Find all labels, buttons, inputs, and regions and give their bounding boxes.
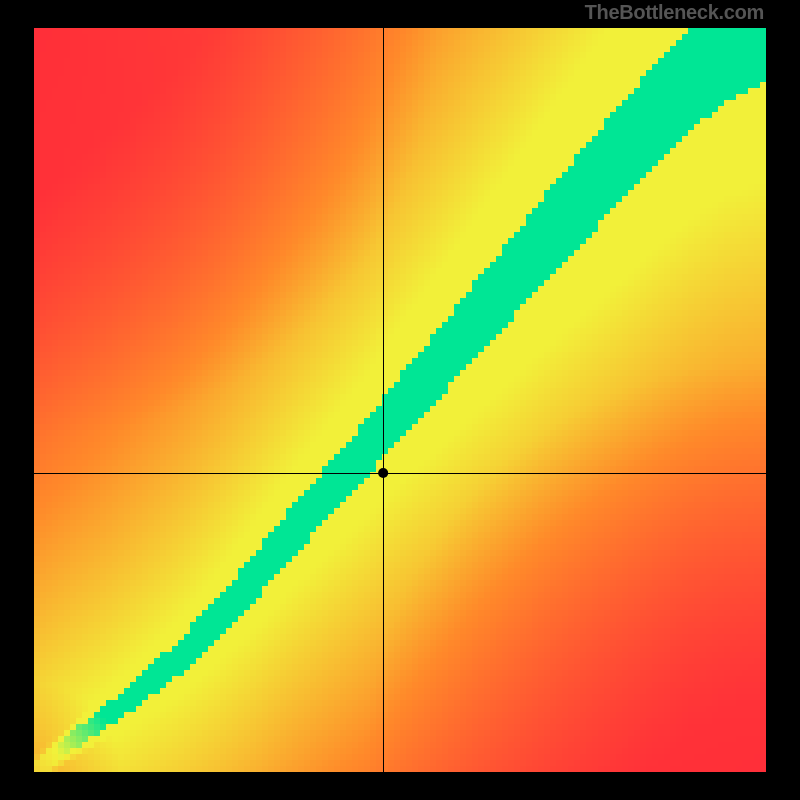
watermark-text: TheBottleneck.com (585, 2, 764, 25)
bottleneck-heatmap (0, 0, 800, 800)
chart-container: { "watermark": { "text": "TheBottleneck.… (0, 0, 800, 800)
